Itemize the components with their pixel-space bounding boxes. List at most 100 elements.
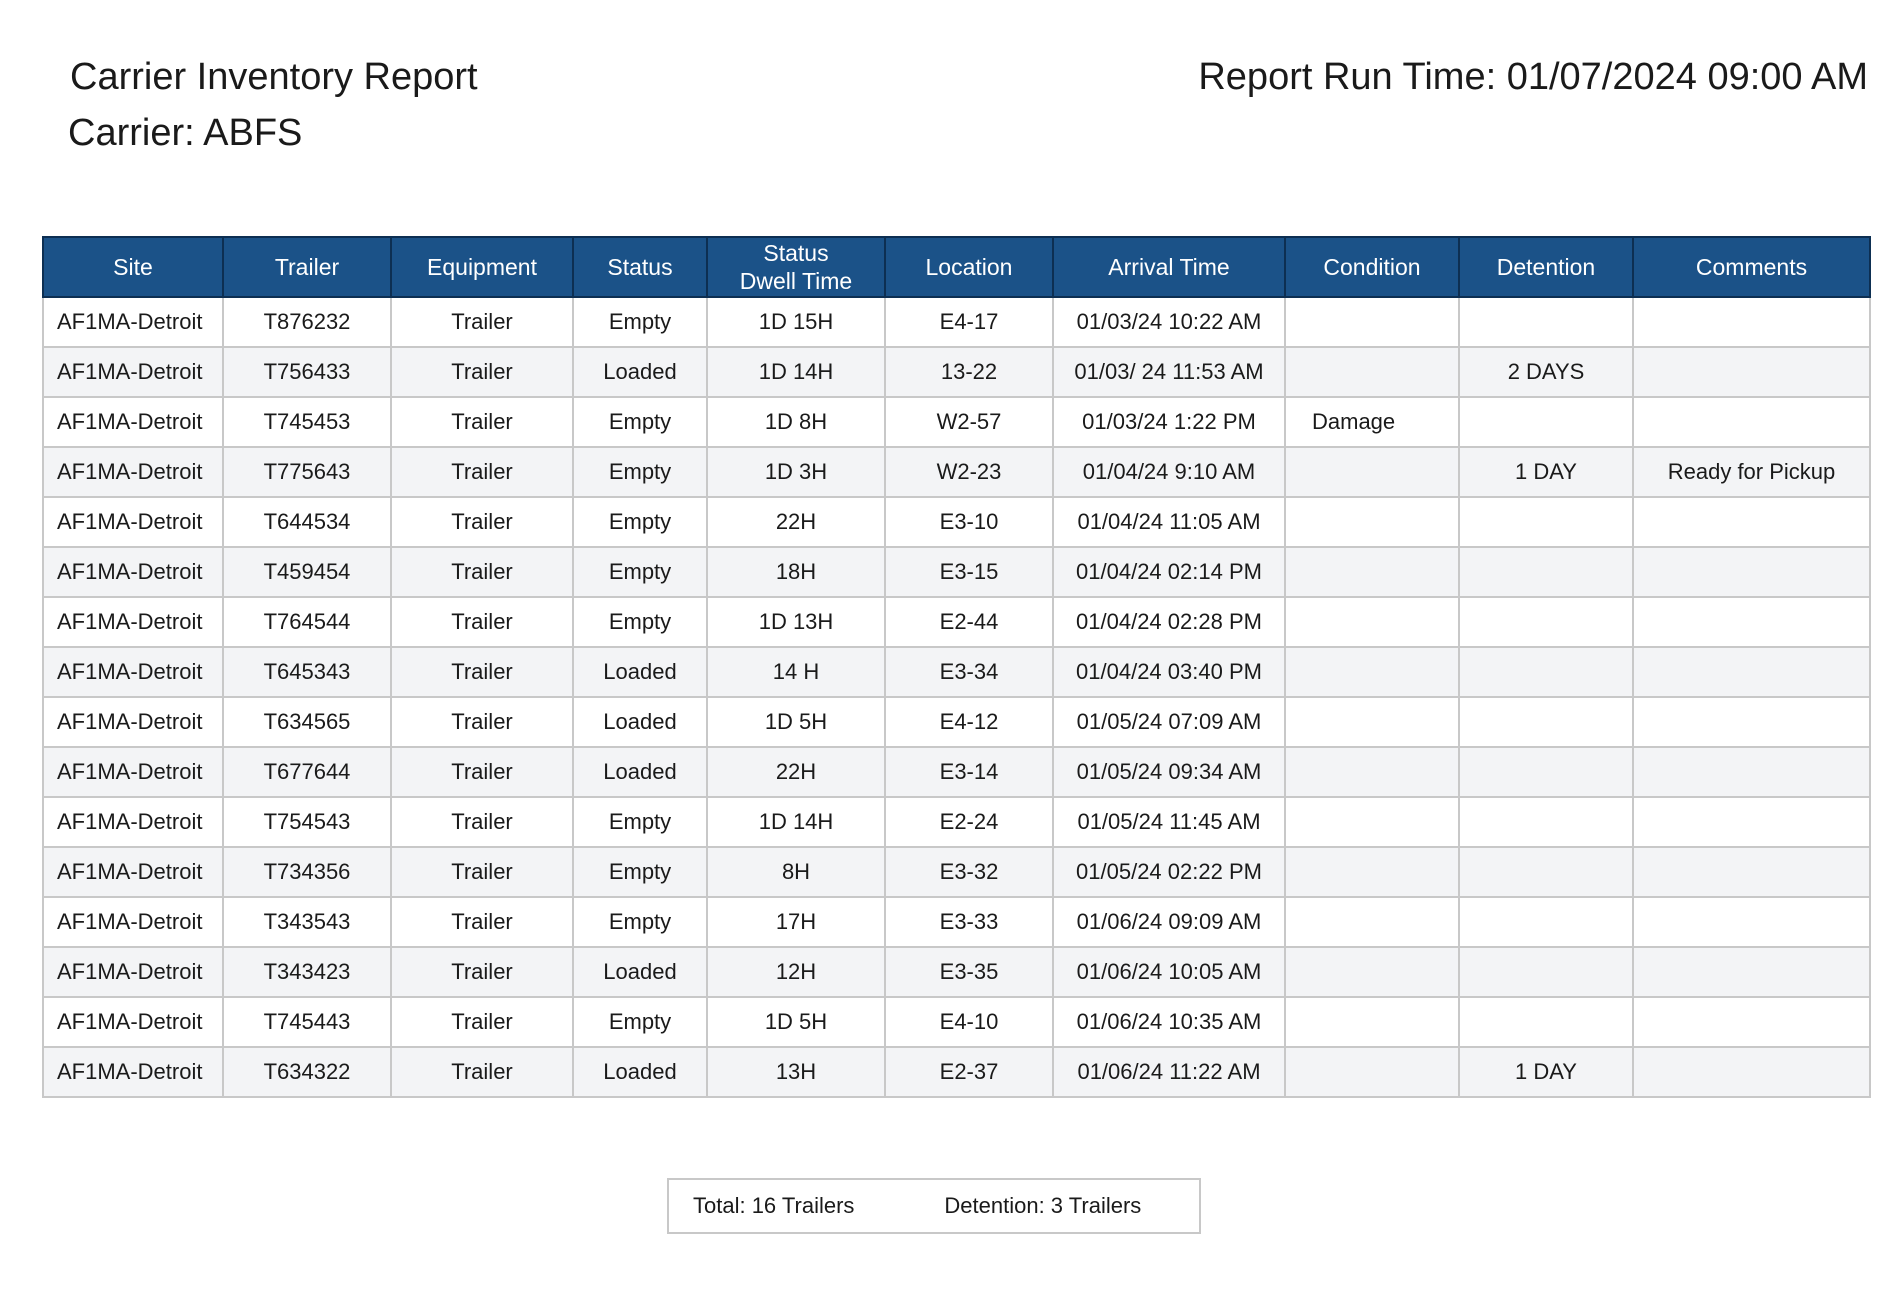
dwell-time-cell: 12H bbox=[706, 946, 886, 998]
equipment-cell: Trailer bbox=[390, 346, 574, 398]
column-header-location: Location bbox=[884, 236, 1054, 298]
total-trailers: Total: 16 Trailers bbox=[693, 1193, 855, 1218]
trailer-cell: T734356 bbox=[222, 846, 392, 898]
table-body: AF1MA-Detroit T876232 Trailer Empty 1D 15H E4… bbox=[42, 296, 1871, 1098]
status-cell: Empty bbox=[572, 546, 708, 598]
comments-cell bbox=[1632, 646, 1871, 698]
inventory-table: Site Trailer Equipment Status Status Dwe… bbox=[42, 236, 1871, 1098]
dwell-time-cell: 1D 14H bbox=[706, 346, 886, 398]
table-row: AF1MA-Detroit T734356 Trailer Empty 8H E3-32 0… bbox=[42, 846, 1871, 898]
column-header-status: Status bbox=[572, 236, 708, 298]
detention-cell bbox=[1458, 996, 1634, 1048]
dwell-time-cell: 1D 3H bbox=[706, 446, 886, 498]
location-cell: E2-24 bbox=[884, 796, 1054, 848]
site-cell: AF1MA-Detroit bbox=[42, 996, 224, 1048]
location-cell: E4-12 bbox=[884, 696, 1054, 748]
location-cell: E3-33 bbox=[884, 896, 1054, 948]
equipment-cell: Trailer bbox=[390, 696, 574, 748]
condition-cell bbox=[1284, 746, 1460, 798]
column-header-comments: Comments bbox=[1632, 236, 1871, 298]
equipment-cell: Trailer bbox=[390, 1046, 574, 1098]
detention-cell bbox=[1458, 596, 1634, 648]
location-cell: W2-57 bbox=[884, 396, 1054, 448]
comments-cell bbox=[1632, 896, 1871, 948]
trailer-cell: T764544 bbox=[222, 596, 392, 648]
detention-cell bbox=[1458, 846, 1634, 898]
arrival-time-cell: 01/05/24 11:45 AM bbox=[1052, 796, 1286, 848]
equipment-cell: Trailer bbox=[390, 596, 574, 648]
comments-cell bbox=[1632, 796, 1871, 848]
comments-cell: Ready for Pickup bbox=[1632, 446, 1871, 498]
detention-cell: 1 DAY bbox=[1458, 1046, 1634, 1098]
table-row: AF1MA-Detroit T645343 Trailer Loaded 14 H E3-… bbox=[42, 646, 1871, 698]
trailer-cell: T343543 bbox=[222, 896, 392, 948]
location-cell: E3-34 bbox=[884, 646, 1054, 698]
status-cell: Empty bbox=[572, 796, 708, 848]
dwell-time-cell: 13H bbox=[706, 1046, 886, 1098]
table-row: AF1MA-Detroit T775643 Trailer Empty 1D 3H W2-… bbox=[42, 446, 1871, 498]
table-row: AF1MA-Detroit T459454 Trailer Empty 18H E3-15… bbox=[42, 546, 1871, 598]
arrival-time-cell: 01/04/24 02:28 PM bbox=[1052, 596, 1286, 648]
condition-cell bbox=[1284, 346, 1460, 398]
trailer-cell: T745453 bbox=[222, 396, 392, 448]
trailer-cell: T634322 bbox=[222, 1046, 392, 1098]
table-row: AF1MA-Detroit T343423 Trailer Loaded 12H E3-3… bbox=[42, 946, 1871, 998]
detention-cell bbox=[1458, 946, 1634, 998]
equipment-cell: Trailer bbox=[390, 646, 574, 698]
table-row: AF1MA-Detroit T764544 Trailer Empty 1D 13H E2… bbox=[42, 596, 1871, 648]
location-cell: E4-17 bbox=[884, 296, 1054, 348]
condition-cell bbox=[1284, 546, 1460, 598]
equipment-cell: Trailer bbox=[390, 546, 574, 598]
dwell-time-cell: 22H bbox=[706, 746, 886, 798]
status-cell: Loaded bbox=[572, 746, 708, 798]
condition-cell bbox=[1284, 946, 1460, 998]
column-header-site: Site bbox=[42, 236, 224, 298]
condition-cell bbox=[1284, 896, 1460, 948]
location-cell: W2-23 bbox=[884, 446, 1054, 498]
status-cell: Loaded bbox=[572, 696, 708, 748]
condition-cell bbox=[1284, 446, 1460, 498]
comments-cell bbox=[1632, 1046, 1871, 1098]
dwell-time-cell: 1D 8H bbox=[706, 396, 886, 448]
site-cell: AF1MA-Detroit bbox=[42, 896, 224, 948]
status-cell: Empty bbox=[572, 296, 708, 348]
trailer-cell: T644534 bbox=[222, 496, 392, 548]
status-cell: Empty bbox=[572, 596, 708, 648]
site-cell: AF1MA-Detroit bbox=[42, 746, 224, 798]
location-cell: E2-44 bbox=[884, 596, 1054, 648]
site-cell: AF1MA-Detroit bbox=[42, 346, 224, 398]
status-cell: Loaded bbox=[572, 346, 708, 398]
detention-cell bbox=[1458, 546, 1634, 598]
site-cell: AF1MA-Detroit bbox=[42, 946, 224, 998]
equipment-cell: Trailer bbox=[390, 496, 574, 548]
location-cell: E3-32 bbox=[884, 846, 1054, 898]
detention-cell bbox=[1458, 746, 1634, 798]
comments-cell bbox=[1632, 696, 1871, 748]
trailer-cell: T634565 bbox=[222, 696, 392, 748]
trailer-cell: T645343 bbox=[222, 646, 392, 698]
detention-cell bbox=[1458, 796, 1634, 848]
site-cell: AF1MA-Detroit bbox=[42, 796, 224, 848]
arrival-time-cell: 01/06/24 10:35 AM bbox=[1052, 996, 1286, 1048]
detention-cell: 2 DAYS bbox=[1458, 346, 1634, 398]
column-header-trailer: Trailer bbox=[222, 236, 392, 298]
location-cell: E3-15 bbox=[884, 546, 1054, 598]
column-header-condition: Condition bbox=[1284, 236, 1460, 298]
equipment-cell: Trailer bbox=[390, 946, 574, 998]
status-cell: Loaded bbox=[572, 946, 708, 998]
condition-cell bbox=[1284, 1046, 1460, 1098]
detention-cell bbox=[1458, 396, 1634, 448]
table-row: AF1MA-Detroit T754543 Trailer Empty 1D 14H E2… bbox=[42, 796, 1871, 848]
location-cell: E3-35 bbox=[884, 946, 1054, 998]
site-cell: AF1MA-Detroit bbox=[42, 846, 224, 898]
dwell-time-cell: 8H bbox=[706, 846, 886, 898]
status-cell: Empty bbox=[572, 846, 708, 898]
arrival-time-cell: 01/06/24 11:22 AM bbox=[1052, 1046, 1286, 1098]
condition-cell: Damage bbox=[1284, 396, 1460, 448]
condition-cell bbox=[1284, 996, 1460, 1048]
status-cell: Empty bbox=[572, 446, 708, 498]
equipment-cell: Trailer bbox=[390, 396, 574, 448]
table-row: AF1MA-Detroit T634322 Trailer Loaded 13H E2-3… bbox=[42, 1046, 1871, 1098]
carrier-name: Carrier: ABFS bbox=[68, 112, 303, 154]
equipment-cell: Trailer bbox=[390, 846, 574, 898]
